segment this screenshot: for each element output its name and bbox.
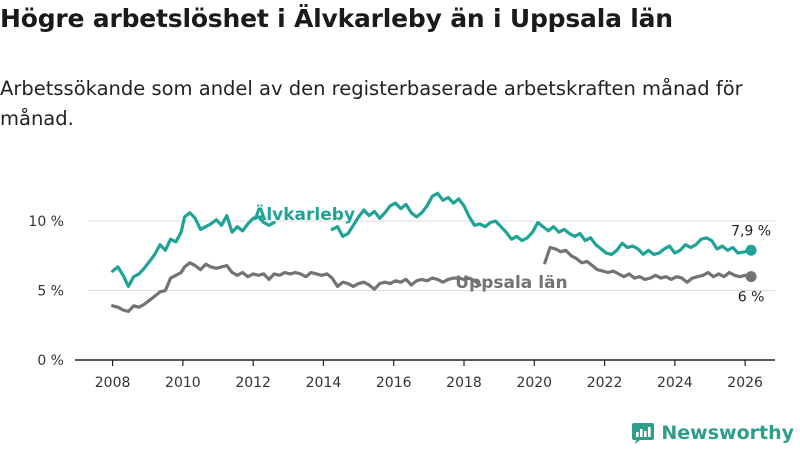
brand-name: Newsworthy (661, 422, 794, 444)
x-tick-label: 2024 (657, 375, 693, 391)
line-chart: 0 % 5 % 10 % 2008 2010 2012 2014 2016 2018 2020 20… (28, 191, 775, 391)
chart-subtitle: Arbetssökande som andel av den registerb… (0, 77, 743, 130)
x-tick-label: 2016 (376, 375, 412, 391)
end-point-uppsala (745, 271, 757, 283)
x-tick-label: 2012 (235, 375, 271, 391)
x-tick-label: 2022 (587, 375, 623, 391)
series-line-uppsala (111, 261, 482, 313)
x-tick-label: 2020 (516, 375, 552, 391)
y-tick-label: 0 % (37, 353, 64, 369)
axis-layer: 0 % 5 % 10 % 2008 2010 2012 2014 2016 2018 2020 20… (28, 214, 775, 391)
x-tick-label: 2014 (306, 375, 342, 391)
y-tick-label: 10 % (28, 214, 64, 230)
series-layer (111, 191, 757, 313)
series-line-uppsala (543, 245, 753, 284)
x-tick-label: 2026 (727, 375, 763, 391)
x-tick-label: 2010 (165, 375, 201, 391)
series-label-alvkarleby: Älvkarleby (253, 203, 355, 225)
grid-layer (88, 220, 775, 292)
brand-logo: Newsworthy (631, 420, 794, 446)
series-line-alvkarleby (111, 211, 276, 288)
label-layer: Älvkarleby Uppsala län 7,9 % 6 % (253, 203, 771, 306)
end-value-label-uppsala: 6 % (738, 290, 765, 306)
x-tick-label: 2018 (446, 375, 482, 391)
series-label-uppsala: Uppsala län (455, 273, 567, 293)
series-line-alvkarleby (330, 191, 753, 256)
end-point-alvkarleby (745, 244, 757, 256)
y-tick-label: 5 % (37, 284, 64, 300)
chart-title: Högre arbetslöshet i Älvkarleby än i Upp… (0, 4, 673, 33)
end-value-label-alvkarleby: 7,9 % (731, 223, 771, 239)
newsworthy-logo-icon (632, 423, 655, 444)
x-tick-label: 2008 (95, 375, 131, 391)
